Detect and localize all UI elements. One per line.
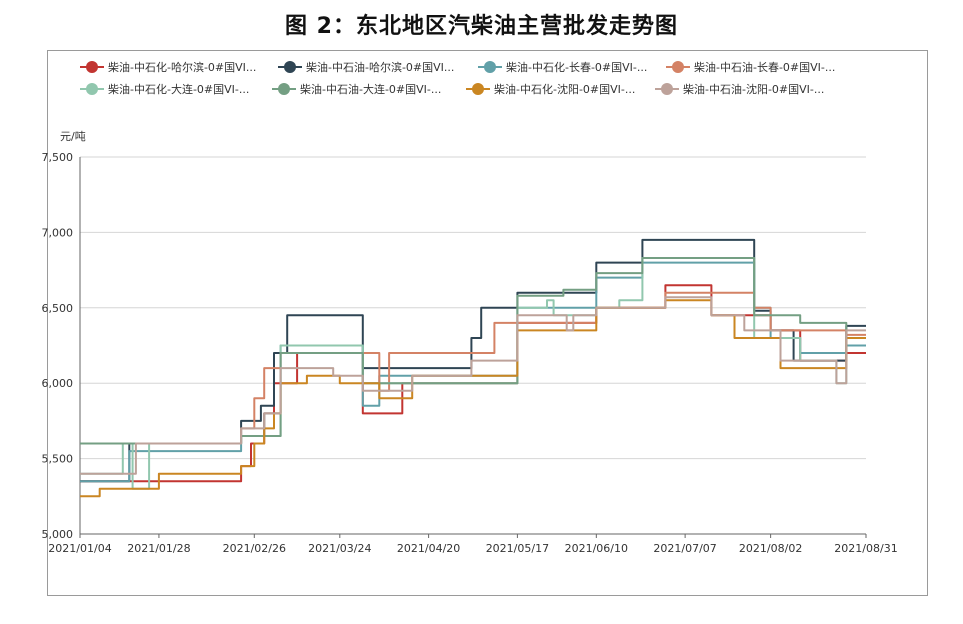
x-tick-label: 2021/04/20 [397,542,460,555]
y-tick-label: 5,500 [42,453,74,466]
chart-frame [47,50,928,596]
legend-item-series-3[interactable]: 柴油-中石化-长春-0#国VI-... [478,57,647,77]
y-axis-unit-label: 元/吨 [60,130,86,143]
tick-labels: 5,000 5,500 6,000 6,500 7,000 7,500 2021/01/04… [42,151,898,555]
series-line-6 [80,257,866,445]
legend-label: 柴油-中石化-大连-0#国VI-... [108,83,250,96]
legend-swatch-icon [478,60,502,74]
x-tick-label: 2021/07/07 [653,542,716,555]
legend-swatch-icon [666,60,690,74]
legend-row-2: 柴油-中石化-大连-0#国VI-... 柴油-中石油-大连-0#国VI-... … [80,79,930,101]
legend-swatch-icon [80,82,104,96]
legend: 柴油-中石化-哈尔滨-0#国VI... 柴油-中石油-哈尔滨-0#国VI... … [80,57,930,101]
legend-label: 柴油-中石油-沈阳-0#国VI-... [683,83,825,96]
y-tick-label: 5,000 [42,528,74,541]
legend-label: 柴油-中石化-长春-0#国VI-... [506,61,648,74]
legend-row-1: 柴油-中石化-哈尔滨-0#国VI... 柴油-中石油-哈尔滨-0#国VI... … [80,57,930,79]
series-lines [80,238,866,498]
series-line-8 [80,296,866,475]
legend-swatch-icon [466,82,490,96]
legend-label: 柴油-中石油-大连-0#国VI-... [300,83,442,96]
legend-item-series-6[interactable]: 柴油-中石油-大连-0#国VI-... [272,79,441,99]
legend-swatch-icon [655,82,679,96]
chart-title: 图 2：东北地区汽柴油主营批发走势图 [285,14,678,39]
legend-item-series-8[interactable]: 柴油-中石油-沈阳-0#国VI-... [655,79,824,99]
y-tick-label: 6,000 [42,377,74,390]
x-tick-label: 2021/08/31 [834,542,897,555]
legend-label: 柴油-中石化-沈阳-0#国VI-... [494,83,636,96]
x-tick-label: 2021/05/17 [486,542,549,555]
legend-swatch-icon [272,82,296,96]
x-tick-label: 2021/02/26 [223,542,286,555]
axes [79,157,867,538]
legend-label: 柴油-中石油-长春-0#国VI-... [694,61,836,74]
x-tick-label: 2021/03/24 [308,542,371,555]
x-tick-label: 2021/08/02 [739,542,802,555]
series-line-4 [80,291,866,445]
y-tick-label: 6,500 [42,302,74,315]
y-tick-label: 7,500 [42,151,74,164]
x-tick-label: 2021/06/10 [565,542,628,555]
x-tick-label: 2021/01/28 [127,542,190,555]
legend-item-series-4[interactable]: 柴油-中石油-长春-0#国VI-... [666,57,835,77]
legend-swatch-icon [278,60,302,74]
series-line-3 [80,261,866,483]
legend-item-series-7[interactable]: 柴油-中石化-沈阳-0#国VI-... [466,79,635,99]
series-line-5 [80,257,866,490]
legend-item-series-1[interactable]: 柴油-中石化-哈尔滨-0#国VI... [80,57,256,77]
grid-lines [80,156,866,460]
legend-swatch-icon [80,60,104,74]
legend-item-series-2[interactable]: 柴油-中石油-哈尔滨-0#国VI... [278,57,454,77]
legend-label: 柴油-中石油-哈尔滨-0#国VI... [306,61,455,74]
x-tick-label: 2021/01/04 [48,542,111,555]
y-tick-label: 7,000 [42,226,74,239]
legend-item-series-5[interactable]: 柴油-中石化-大连-0#国VI-... [80,79,249,99]
legend-label: 柴油-中石化-哈尔滨-0#国VI... [108,61,257,74]
